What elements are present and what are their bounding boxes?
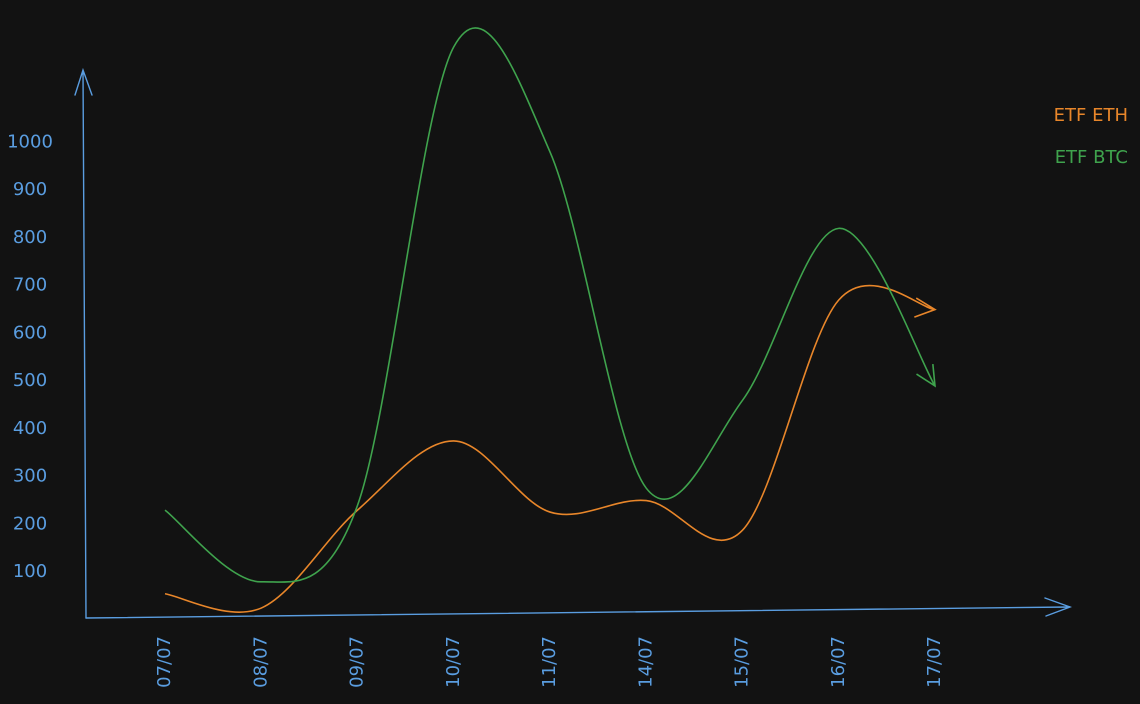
- x-tick-label: 17/07: [924, 636, 945, 688]
- y-tick-label: 600: [13, 322, 47, 343]
- axes: [74, 67, 1073, 619]
- x-axis: [85, 597, 1073, 619]
- x-tick-label: 15/07: [732, 636, 753, 688]
- x-tick-label: 08/07: [250, 636, 271, 688]
- y-tick-label: 100: [13, 561, 47, 582]
- y-tick-label: 800: [13, 227, 47, 248]
- y-tick-label: 1000: [7, 131, 53, 152]
- x-tick-label: 11/07: [539, 636, 560, 688]
- y-tick-label: 900: [13, 179, 47, 200]
- series-line: [164, 284, 936, 613]
- x-tick-label: 10/07: [443, 636, 464, 688]
- y-axis: [74, 67, 93, 619]
- y-tick-label: 500: [13, 370, 47, 391]
- y-tick-label: 400: [13, 418, 47, 439]
- series-line: [164, 27, 936, 583]
- arrow-head: [914, 297, 937, 318]
- x-tick-label: 09/07: [347, 636, 368, 688]
- x-tick-label: 14/07: [635, 636, 656, 688]
- arrow-head: [916, 364, 936, 388]
- legend-entry: ETF BTC: [1055, 147, 1128, 168]
- legend-entry: ETF ETH: [1054, 105, 1128, 126]
- x-tick-label: 07/07: [154, 636, 175, 688]
- x-tick-label: 16/07: [828, 636, 849, 688]
- y-tick-label: 700: [13, 275, 47, 296]
- y-tick-label: 200: [13, 513, 47, 534]
- y-tick-label: 300: [13, 466, 47, 487]
